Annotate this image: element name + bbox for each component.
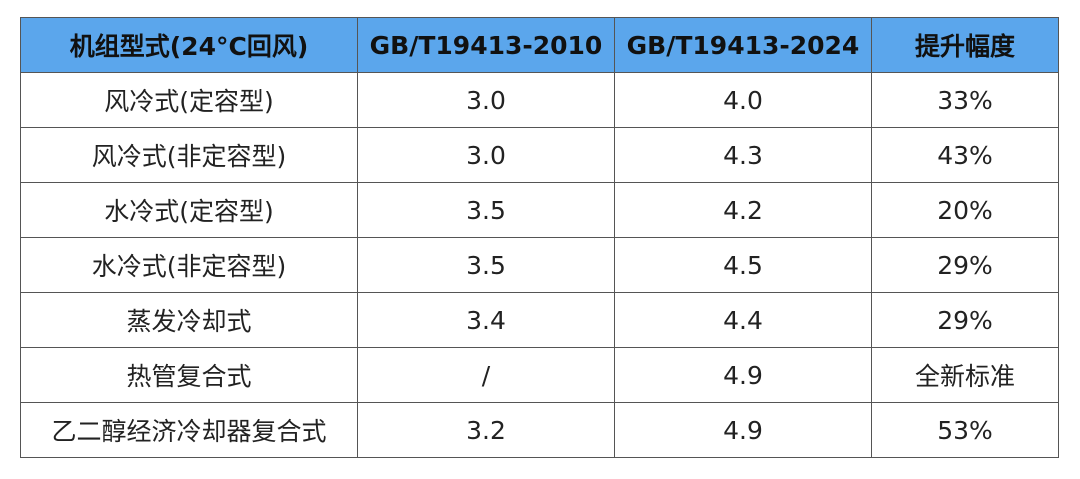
table-cell: 4.3 (614, 127, 872, 183)
table-cell: 4.0 (614, 72, 872, 128)
table-header: 机组型式(24°C回风) GB/T19413-2010 GB/T19413-2024… (20, 17, 1059, 73)
table-cell: 43% (871, 127, 1059, 183)
table-cell: 水冷式(非定容型) (20, 237, 358, 293)
table-cell: 3.5 (357, 182, 615, 238)
data-table: 机组型式(24°C回风) GB/T19413-2010 GB/T19413-2024… (20, 17, 1059, 458)
header-cell: 机组型式(24°C回风) (20, 17, 358, 73)
table-cell: 热管复合式 (20, 347, 358, 403)
table-cell: 3.2 (357, 402, 615, 458)
table-cell: 4.9 (614, 347, 872, 403)
table-cell: 全新标准 (871, 347, 1059, 403)
header-cell: GB/T19413-2024 (614, 17, 872, 73)
table-row: 风冷式(非定容型) 3.0 4.3 43% (20, 127, 1059, 183)
table-cell: 风冷式(定容型) (20, 72, 358, 128)
table-cell: 33% (871, 72, 1059, 128)
table-cell: 3.5 (357, 237, 615, 293)
table-cell: 4.4 (614, 292, 872, 348)
table-cell: 4.2 (614, 182, 872, 238)
table-cell: 29% (871, 237, 1059, 293)
table-cell: 乙二醇经济冷却器复合式 (20, 402, 358, 458)
table-row: 风冷式(定容型) 3.0 4.0 33% (20, 72, 1059, 128)
table-cell: 水冷式(定容型) (20, 182, 358, 238)
header-cell: GB/T19413-2010 (357, 17, 615, 73)
table-cell: 蒸发冷却式 (20, 292, 358, 348)
table-row: 水冷式(非定容型) 3.5 4.5 29% (20, 237, 1059, 293)
table-row: 水冷式(定容型) 3.5 4.2 20% (20, 182, 1059, 238)
table-body: 风冷式(定容型) 3.0 4.0 33% 风冷式(非定容型) 3.0 4.3 43% 水冷式(定… (20, 72, 1059, 458)
table-cell: 20% (871, 182, 1059, 238)
table-cell: 53% (871, 402, 1059, 458)
table-cell: / (357, 347, 615, 403)
table-row: 蒸发冷却式 3.4 4.4 29% (20, 292, 1059, 348)
table-cell: 风冷式(非定容型) (20, 127, 358, 183)
header-cell: 提升幅度 (871, 17, 1059, 73)
table-row: 热管复合式/4.9 全新标准 (20, 347, 1059, 403)
table-cell: 4.5 (614, 237, 872, 293)
table-cell: 29% (871, 292, 1059, 348)
header-row: 机组型式(24°C回风) GB/T19413-2010 GB/T19413-2024… (20, 17, 1059, 73)
table-cell: 3.0 (357, 127, 615, 183)
table-cell: 3.0 (357, 72, 615, 128)
table-row: 乙二醇经济冷却器复合式 3.2 4.9 53% (20, 402, 1059, 458)
table-cell: 3.4 (357, 292, 615, 348)
table-cell: 4.9 (614, 402, 872, 458)
